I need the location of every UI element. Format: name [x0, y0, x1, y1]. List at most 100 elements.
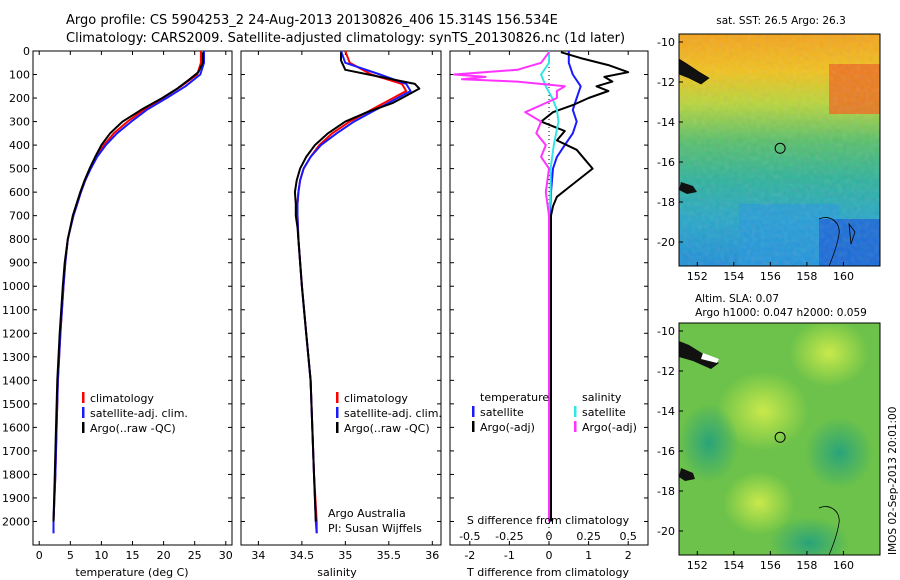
temperature-profile-lines — [52, 51, 205, 534]
temperature-axes-frame — [32, 50, 233, 546]
credit-pi: PI: Susan Wijffels — [328, 522, 422, 535]
lon-tick-label: 154 — [723, 559, 744, 572]
sla-lat-ticks: -10 -12 -14 -16 -18 -20 — [657, 325, 683, 538]
lat-tick-label: -18 — [657, 485, 675, 498]
series-line-argo-raw-qc- — [52, 52, 204, 522]
legend-swatch-climatology — [82, 392, 85, 403]
salinity-xlabel: salinity — [317, 566, 357, 579]
s-diff-tick-label: 0 — [546, 530, 553, 543]
sla-map-title-line2: Argo h1000: 0.047 h2000: 0.059 — [695, 307, 867, 319]
sla-map-area — [679, 323, 880, 555]
x-tick-label: 34.5 — [290, 549, 315, 562]
sla-high-blob — [723, 471, 795, 535]
salinity-axes-frame — [240, 50, 442, 546]
salinity-profile-lines — [293, 50, 421, 534]
legend-swatch-argo — [82, 422, 85, 433]
depth-tick-label: 1500 — [2, 398, 30, 411]
sst-texture — [679, 34, 880, 266]
sst-lon-ticks: 152 154 156 158 160 — [687, 262, 854, 283]
legend-header-salinity: salinity — [582, 391, 622, 404]
depth-tick-label: 0 — [23, 45, 30, 58]
x-tick-label: 35 — [338, 549, 352, 562]
t-diff-xlabel: T difference from climatology — [466, 566, 629, 579]
legend-swatch-t-argo — [472, 421, 475, 432]
sla-lon-ticks: 152 154 156 158 160 — [687, 551, 854, 572]
depth-tick-label: 300 — [9, 116, 30, 129]
lon-tick-label: 158 — [796, 270, 817, 283]
lat-tick-label: -20 — [657, 525, 675, 538]
x-tick-label: 1 — [585, 549, 592, 562]
x-tick-label: -1 — [504, 549, 515, 562]
x-tick-label: 36 — [425, 549, 439, 562]
lon-tick-label: 152 — [687, 270, 708, 283]
x-tick-label: -2 — [464, 549, 475, 562]
x-tick-label: 30 — [219, 549, 233, 562]
depth-tick-label: 400 — [9, 139, 30, 152]
legend-argo: Argo(..raw -QC) — [344, 422, 430, 435]
figure-title-line1: Argo profile: CS 5904253_2 24-Aug-2013 2… — [66, 13, 558, 28]
sst-map-frame — [678, 33, 881, 267]
depth-tick-label: 800 — [9, 233, 30, 246]
sla-low-blob — [805, 417, 873, 489]
legend-swatch-s-argo — [574, 421, 577, 432]
depth-tick-label: 1900 — [2, 492, 30, 505]
depth-tick-label: 1700 — [2, 445, 30, 458]
x-tick-label: 20 — [157, 549, 171, 562]
legend-swatch-t-satellite — [472, 406, 475, 417]
series-line-argo-raw-qc- — [293, 52, 421, 522]
lon-tick-label: 160 — [833, 559, 854, 572]
sst-map-panel: sat. SST: 26.5 Argo: 26.3 — [657, 15, 881, 283]
legend-s-argo: Argo(-adj) — [582, 421, 637, 434]
sla-low-blob — [679, 403, 739, 483]
legend-argo: Argo(..raw -QC) — [90, 422, 176, 435]
depth-tick-label: 1800 — [2, 468, 30, 481]
depth-tick-label: 200 — [9, 92, 30, 105]
s-diff-xlabel: S difference from climatology — [467, 514, 630, 527]
salinity-y-ticks — [241, 50, 441, 522]
depth-tick-label: 100 — [9, 69, 30, 82]
lon-tick-label: 156 — [760, 559, 781, 572]
depth-tick-label: 700 — [9, 210, 30, 223]
legend-swatch-satellite — [336, 407, 339, 418]
lat-tick-label: -20 — [657, 236, 675, 249]
x-tick-label: 0 — [546, 549, 553, 562]
depth-tick-label: 900 — [9, 257, 30, 270]
lat-tick-label: -10 — [657, 36, 675, 49]
lat-tick-label: -12 — [657, 365, 675, 378]
temperature-x-ticks: 0 5 10 15 20 25 30 — [36, 51, 233, 562]
depth-tick-label: 1200 — [2, 327, 30, 340]
legend-t-argo: Argo(-adj) — [480, 421, 535, 434]
legend-t-satellite: satellite — [480, 406, 524, 419]
legend-climatology: climatology — [344, 392, 408, 405]
sst-map-area — [679, 34, 880, 266]
sla-low-blob — [769, 517, 849, 555]
lon-tick-label: 156 — [760, 270, 781, 283]
sst-coast-north — [679, 58, 710, 85]
sst-lat-ticks: -10 -12 -14 -16 -18 -20 — [657, 36, 683, 249]
lat-tick-label: -10 — [657, 325, 675, 338]
legend-swatch-climatology — [336, 392, 339, 403]
legend-satellite-adj: satellite-adj. clim. — [344, 407, 442, 420]
x-tick-label: 10 — [94, 549, 108, 562]
salinity-x-ticks: 34 34.5 35 35.5 36 — [251, 51, 439, 562]
x-tick-label: 34 — [251, 549, 265, 562]
depth-tick-label: 1600 — [2, 421, 30, 434]
depth-tick-label: 2000 — [2, 515, 30, 528]
difference-y-ticks — [450, 50, 648, 522]
lon-tick-label: 158 — [796, 559, 817, 572]
depth-tick-label: 1100 — [2, 304, 30, 317]
s-diff-tick-label: 0.25 — [576, 530, 601, 543]
sst-reef — [848, 222, 856, 245]
difference-legend: temperature salinity satellite Argo(-adj… — [472, 391, 637, 434]
temperature-panel: 0100200300400500600700800900100011001200… — [2, 45, 233, 579]
s-diff-tick-label: 0.5 — [619, 530, 637, 543]
lon-tick-label: 152 — [687, 559, 708, 572]
series-line-salinity-argo-adj- — [453, 51, 566, 522]
sla-high-blob — [717, 371, 809, 451]
x-tick-label: 15 — [126, 549, 140, 562]
lon-tick-label: 154 — [723, 270, 744, 283]
sst-contour — [818, 217, 840, 266]
s-diff-tick-label: -0.5 — [459, 530, 480, 543]
legend-swatch-argo — [336, 422, 339, 433]
